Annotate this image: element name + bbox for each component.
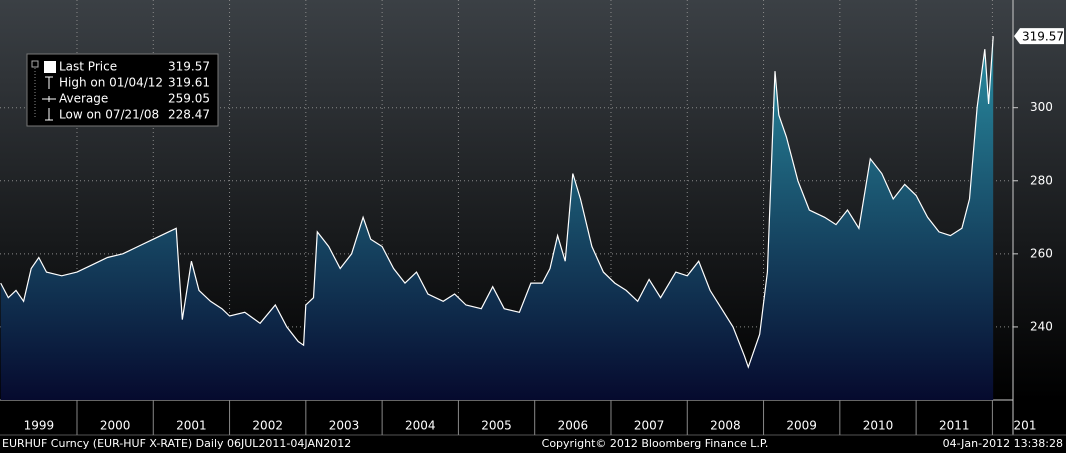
legend-icon xyxy=(42,96,56,102)
x-tick-label: 2000 xyxy=(100,419,131,433)
legend-icon xyxy=(45,108,53,121)
x-tick-label: 2007 xyxy=(634,419,665,433)
axis-background xyxy=(0,400,1066,453)
y-tick-label: 280 xyxy=(1030,173,1053,187)
x-tick-label: 2003 xyxy=(329,419,360,433)
legend-value: 228.47 xyxy=(168,108,210,122)
footer-right: 04-Jan-2012 13:38:28 xyxy=(943,437,1063,450)
y-tick-label: 240 xyxy=(1030,319,1053,333)
x-tick-label: 2008 xyxy=(710,419,741,433)
legend-value: 319.57 xyxy=(168,60,210,74)
legend-swatch xyxy=(44,61,56,73)
x-tick-label: 2010 xyxy=(863,419,894,433)
legend-box xyxy=(26,53,219,127)
y-tick-label: 260 xyxy=(1030,246,1053,260)
x-tick-label: 2004 xyxy=(405,419,436,433)
legend-label: Average xyxy=(59,92,108,106)
x-tick-label: 2006 xyxy=(558,419,589,433)
legend-collapse xyxy=(31,60,39,68)
price-line xyxy=(0,36,994,369)
x-tick-label: 2005 xyxy=(481,419,512,433)
legend-label: High on 01/04/12 xyxy=(59,76,163,90)
legend: Last Price 319.57 High on 01/04/12 319.61 Av… xyxy=(26,53,219,127)
legend-value: 259.05 xyxy=(168,92,210,106)
footer-center: Copyright© 2012 Bloomberg Finance L.P. xyxy=(542,437,769,450)
legend-label: Last Price xyxy=(59,60,117,74)
x-tick-label: 2009 xyxy=(786,419,817,433)
legend-label: Low on 07/21/08 xyxy=(59,108,159,122)
legend-value: 319.61 xyxy=(168,76,210,90)
x-tick-label: 201 xyxy=(1014,419,1037,433)
area xyxy=(0,36,994,400)
x-tick-label: 2011 xyxy=(939,419,970,433)
x-tick-label: 2001 xyxy=(176,419,207,433)
legend-icon xyxy=(45,76,53,89)
footer-left: EURHUF Curncy (EUR-HUF X-RATE) Daily 06J… xyxy=(2,437,351,450)
x-tick-label: 2002 xyxy=(252,419,283,433)
y-tick-label: 300 xyxy=(1030,100,1053,114)
last-price-tag xyxy=(1014,28,1064,45)
last-price-label: 319.57 xyxy=(1022,30,1064,44)
x-tick-label: 1999 xyxy=(24,419,55,433)
